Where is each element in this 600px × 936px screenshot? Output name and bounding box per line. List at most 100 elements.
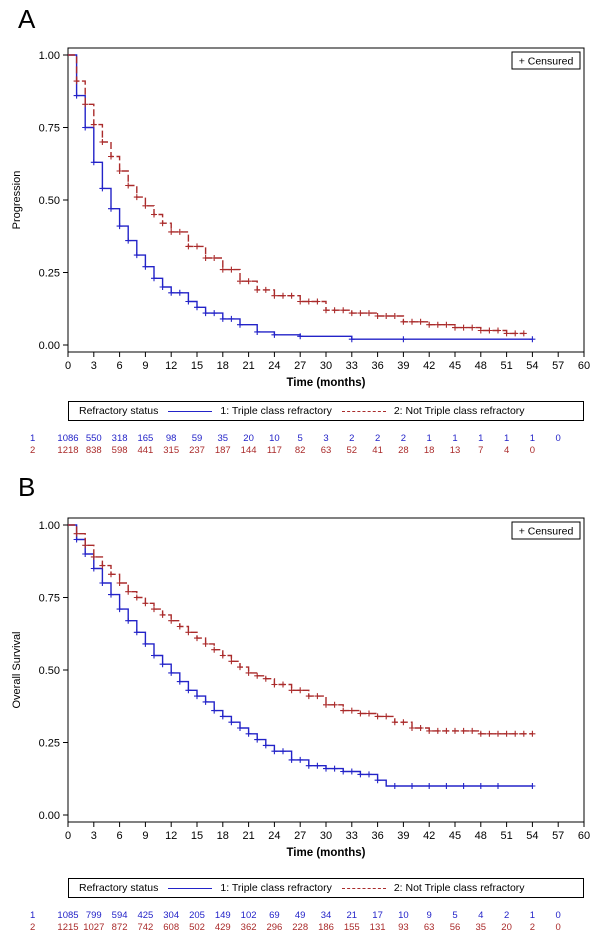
x-tick-label: 33 xyxy=(346,830,358,842)
risk-value: 237 xyxy=(189,445,205,456)
censor-mark-2 xyxy=(469,324,476,331)
censor-mark-1 xyxy=(271,331,278,338)
censor-mark-1 xyxy=(409,783,415,789)
censor-mark-2 xyxy=(409,318,415,325)
censor-mark-1 xyxy=(151,275,157,282)
risk-value: 93 xyxy=(398,922,409,933)
censor-mark-1 xyxy=(254,328,261,335)
chart-a-risk-row-group2: 2 1218 838 598 441 315 237 187 144 117 82 63 52 41 28 1… xyxy=(0,445,600,457)
censor-mark-1 xyxy=(460,783,467,789)
risk-value: 362 xyxy=(240,922,257,933)
censor-mark-2 xyxy=(176,228,183,235)
censor-mark-1 xyxy=(116,606,123,613)
censor-mark-2 xyxy=(90,553,97,560)
censor-mark-1 xyxy=(529,783,536,789)
risk-group-label: 1 xyxy=(30,433,36,444)
censor-mark-2 xyxy=(219,266,226,273)
censor-mark-1 xyxy=(271,748,278,755)
risk-value: 34 xyxy=(320,910,332,921)
x-tick-label: 30 xyxy=(320,830,332,842)
risk-value: 117 xyxy=(266,445,282,456)
risk-value: 20 xyxy=(501,922,512,933)
x-tick-label: 54 xyxy=(526,360,538,372)
censor-mark-1 xyxy=(211,707,218,714)
risk-value: 872 xyxy=(111,922,128,933)
risk-value: 742 xyxy=(137,922,154,933)
risk-value: 155 xyxy=(343,922,360,933)
censored-legend-label: + Censured xyxy=(519,526,574,538)
censor-mark-1 xyxy=(477,783,484,789)
censor-mark-2 xyxy=(452,727,458,734)
censor-mark-2 xyxy=(185,629,192,636)
risk-value: 7 xyxy=(478,445,484,456)
censor-mark-1 xyxy=(314,762,321,769)
risk-value: 10 xyxy=(269,433,280,444)
censor-mark-2 xyxy=(73,530,80,537)
x-axis-label: Time (months) xyxy=(286,377,365,389)
risk-value: 429 xyxy=(214,922,231,933)
x-tick-label: 9 xyxy=(142,360,148,372)
censor-mark-1 xyxy=(202,310,209,317)
series-line-2 xyxy=(68,524,533,735)
legend-line-group2 xyxy=(341,410,386,412)
risk-value: 598 xyxy=(111,445,128,456)
censor-mark-1 xyxy=(323,765,329,772)
x-tick-label: 6 xyxy=(117,360,123,372)
censor-mark-1 xyxy=(151,652,157,659)
legend-line-group1 xyxy=(168,887,213,889)
censor-mark-2 xyxy=(366,710,372,717)
risk-value: 318 xyxy=(111,433,128,444)
censor-mark-2 xyxy=(245,669,252,676)
y-tick-label: 0.00 xyxy=(39,340,60,352)
censor-mark-1 xyxy=(237,321,243,328)
censor-mark-1 xyxy=(340,768,347,775)
censor-mark-2 xyxy=(99,562,106,569)
censor-mark-1 xyxy=(99,185,106,192)
y-tick-label: 0.25 xyxy=(39,268,60,280)
censor-mark-2 xyxy=(142,600,149,607)
censor-mark-1 xyxy=(202,698,209,705)
y-tick-label: 0.25 xyxy=(39,738,60,750)
risk-value: 18 xyxy=(423,445,435,456)
x-tick-label: 24 xyxy=(268,360,280,372)
x-tick-label: 60 xyxy=(578,830,590,842)
censor-mark-1 xyxy=(374,777,381,784)
x-tick-label: 39 xyxy=(397,360,409,372)
censor-mark-1 xyxy=(245,730,252,737)
censor-mark-2 xyxy=(529,730,536,737)
censor-mark-2 xyxy=(348,707,355,714)
censor-mark-2 xyxy=(228,266,235,273)
censor-mark-1 xyxy=(400,336,407,343)
censor-mark-2 xyxy=(133,594,140,601)
risk-value: 0 xyxy=(555,922,561,933)
risk-value: 0 xyxy=(555,433,561,444)
censor-mark-1 xyxy=(159,284,166,290)
censor-mark-1 xyxy=(288,756,295,763)
censor-mark-2 xyxy=(194,635,200,642)
risk-value: 4 xyxy=(503,445,510,456)
censor-mark-2 xyxy=(133,194,140,201)
x-tick-label: 42 xyxy=(423,830,435,842)
x-tick-label: 12 xyxy=(165,360,177,372)
censor-mark-1 xyxy=(228,315,235,322)
censor-mark-2 xyxy=(400,719,407,726)
x-tick-label: 3 xyxy=(91,360,97,372)
risk-value: 228 xyxy=(292,922,309,933)
y-tick-label: 0.00 xyxy=(39,810,60,822)
censor-mark-2 xyxy=(486,730,493,737)
censor-mark-2 xyxy=(486,327,493,334)
censor-mark-2 xyxy=(297,687,304,694)
censor-mark-1 xyxy=(99,580,106,586)
censor-mark-1 xyxy=(176,678,183,685)
censor-mark-2 xyxy=(176,623,183,630)
risk-value: 82 xyxy=(294,445,306,456)
censor-mark-2 xyxy=(417,725,424,731)
censor-mark-1 xyxy=(116,223,123,230)
x-tick-label: 9 xyxy=(142,830,148,842)
censor-mark-2 xyxy=(305,693,312,700)
censored-legend-label: + Censured xyxy=(519,56,574,68)
x-axis-label: Time (months) xyxy=(286,847,365,859)
legend-label-group2: 2: Not Triple class refractory xyxy=(393,405,525,417)
censor-mark-2 xyxy=(168,228,175,235)
censor-mark-2 xyxy=(357,710,364,717)
